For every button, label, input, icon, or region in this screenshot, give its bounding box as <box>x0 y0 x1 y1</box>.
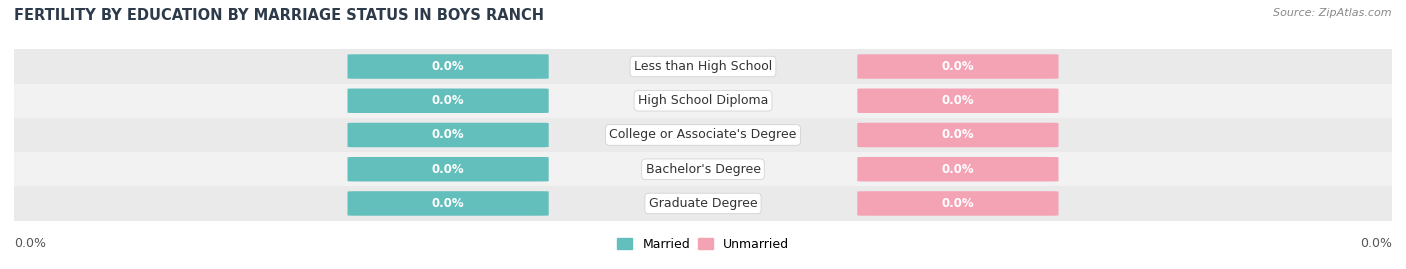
Text: 0.0%: 0.0% <box>14 237 46 250</box>
FancyBboxPatch shape <box>347 54 548 79</box>
Text: 0.0%: 0.0% <box>432 197 464 210</box>
FancyBboxPatch shape <box>858 191 1059 216</box>
Text: 0.0%: 0.0% <box>432 60 464 73</box>
Bar <box>14 186 1392 221</box>
Bar <box>14 84 1392 118</box>
FancyBboxPatch shape <box>858 54 1059 79</box>
Text: College or Associate's Degree: College or Associate's Degree <box>609 129 797 141</box>
Text: 0.0%: 0.0% <box>942 163 974 176</box>
Text: Bachelor's Degree: Bachelor's Degree <box>645 163 761 176</box>
Text: 0.0%: 0.0% <box>432 129 464 141</box>
FancyBboxPatch shape <box>347 89 548 113</box>
Text: 0.0%: 0.0% <box>942 60 974 73</box>
FancyBboxPatch shape <box>347 191 548 216</box>
Text: 0.0%: 0.0% <box>942 197 974 210</box>
FancyBboxPatch shape <box>858 157 1059 182</box>
FancyBboxPatch shape <box>858 123 1059 147</box>
Bar <box>14 152 1392 186</box>
Bar <box>14 49 1392 84</box>
Text: 0.0%: 0.0% <box>1360 237 1392 250</box>
Text: Graduate Degree: Graduate Degree <box>648 197 758 210</box>
Text: 0.0%: 0.0% <box>942 129 974 141</box>
FancyBboxPatch shape <box>347 157 548 182</box>
Text: FERTILITY BY EDUCATION BY MARRIAGE STATUS IN BOYS RANCH: FERTILITY BY EDUCATION BY MARRIAGE STATU… <box>14 8 544 23</box>
Text: High School Diploma: High School Diploma <box>638 94 768 107</box>
Legend: Married, Unmarried: Married, Unmarried <box>612 233 794 256</box>
Text: 0.0%: 0.0% <box>432 94 464 107</box>
Text: 0.0%: 0.0% <box>942 94 974 107</box>
Bar <box>14 118 1392 152</box>
Text: Less than High School: Less than High School <box>634 60 772 73</box>
FancyBboxPatch shape <box>347 123 548 147</box>
Text: Source: ZipAtlas.com: Source: ZipAtlas.com <box>1274 8 1392 18</box>
Text: 0.0%: 0.0% <box>432 163 464 176</box>
FancyBboxPatch shape <box>858 89 1059 113</box>
